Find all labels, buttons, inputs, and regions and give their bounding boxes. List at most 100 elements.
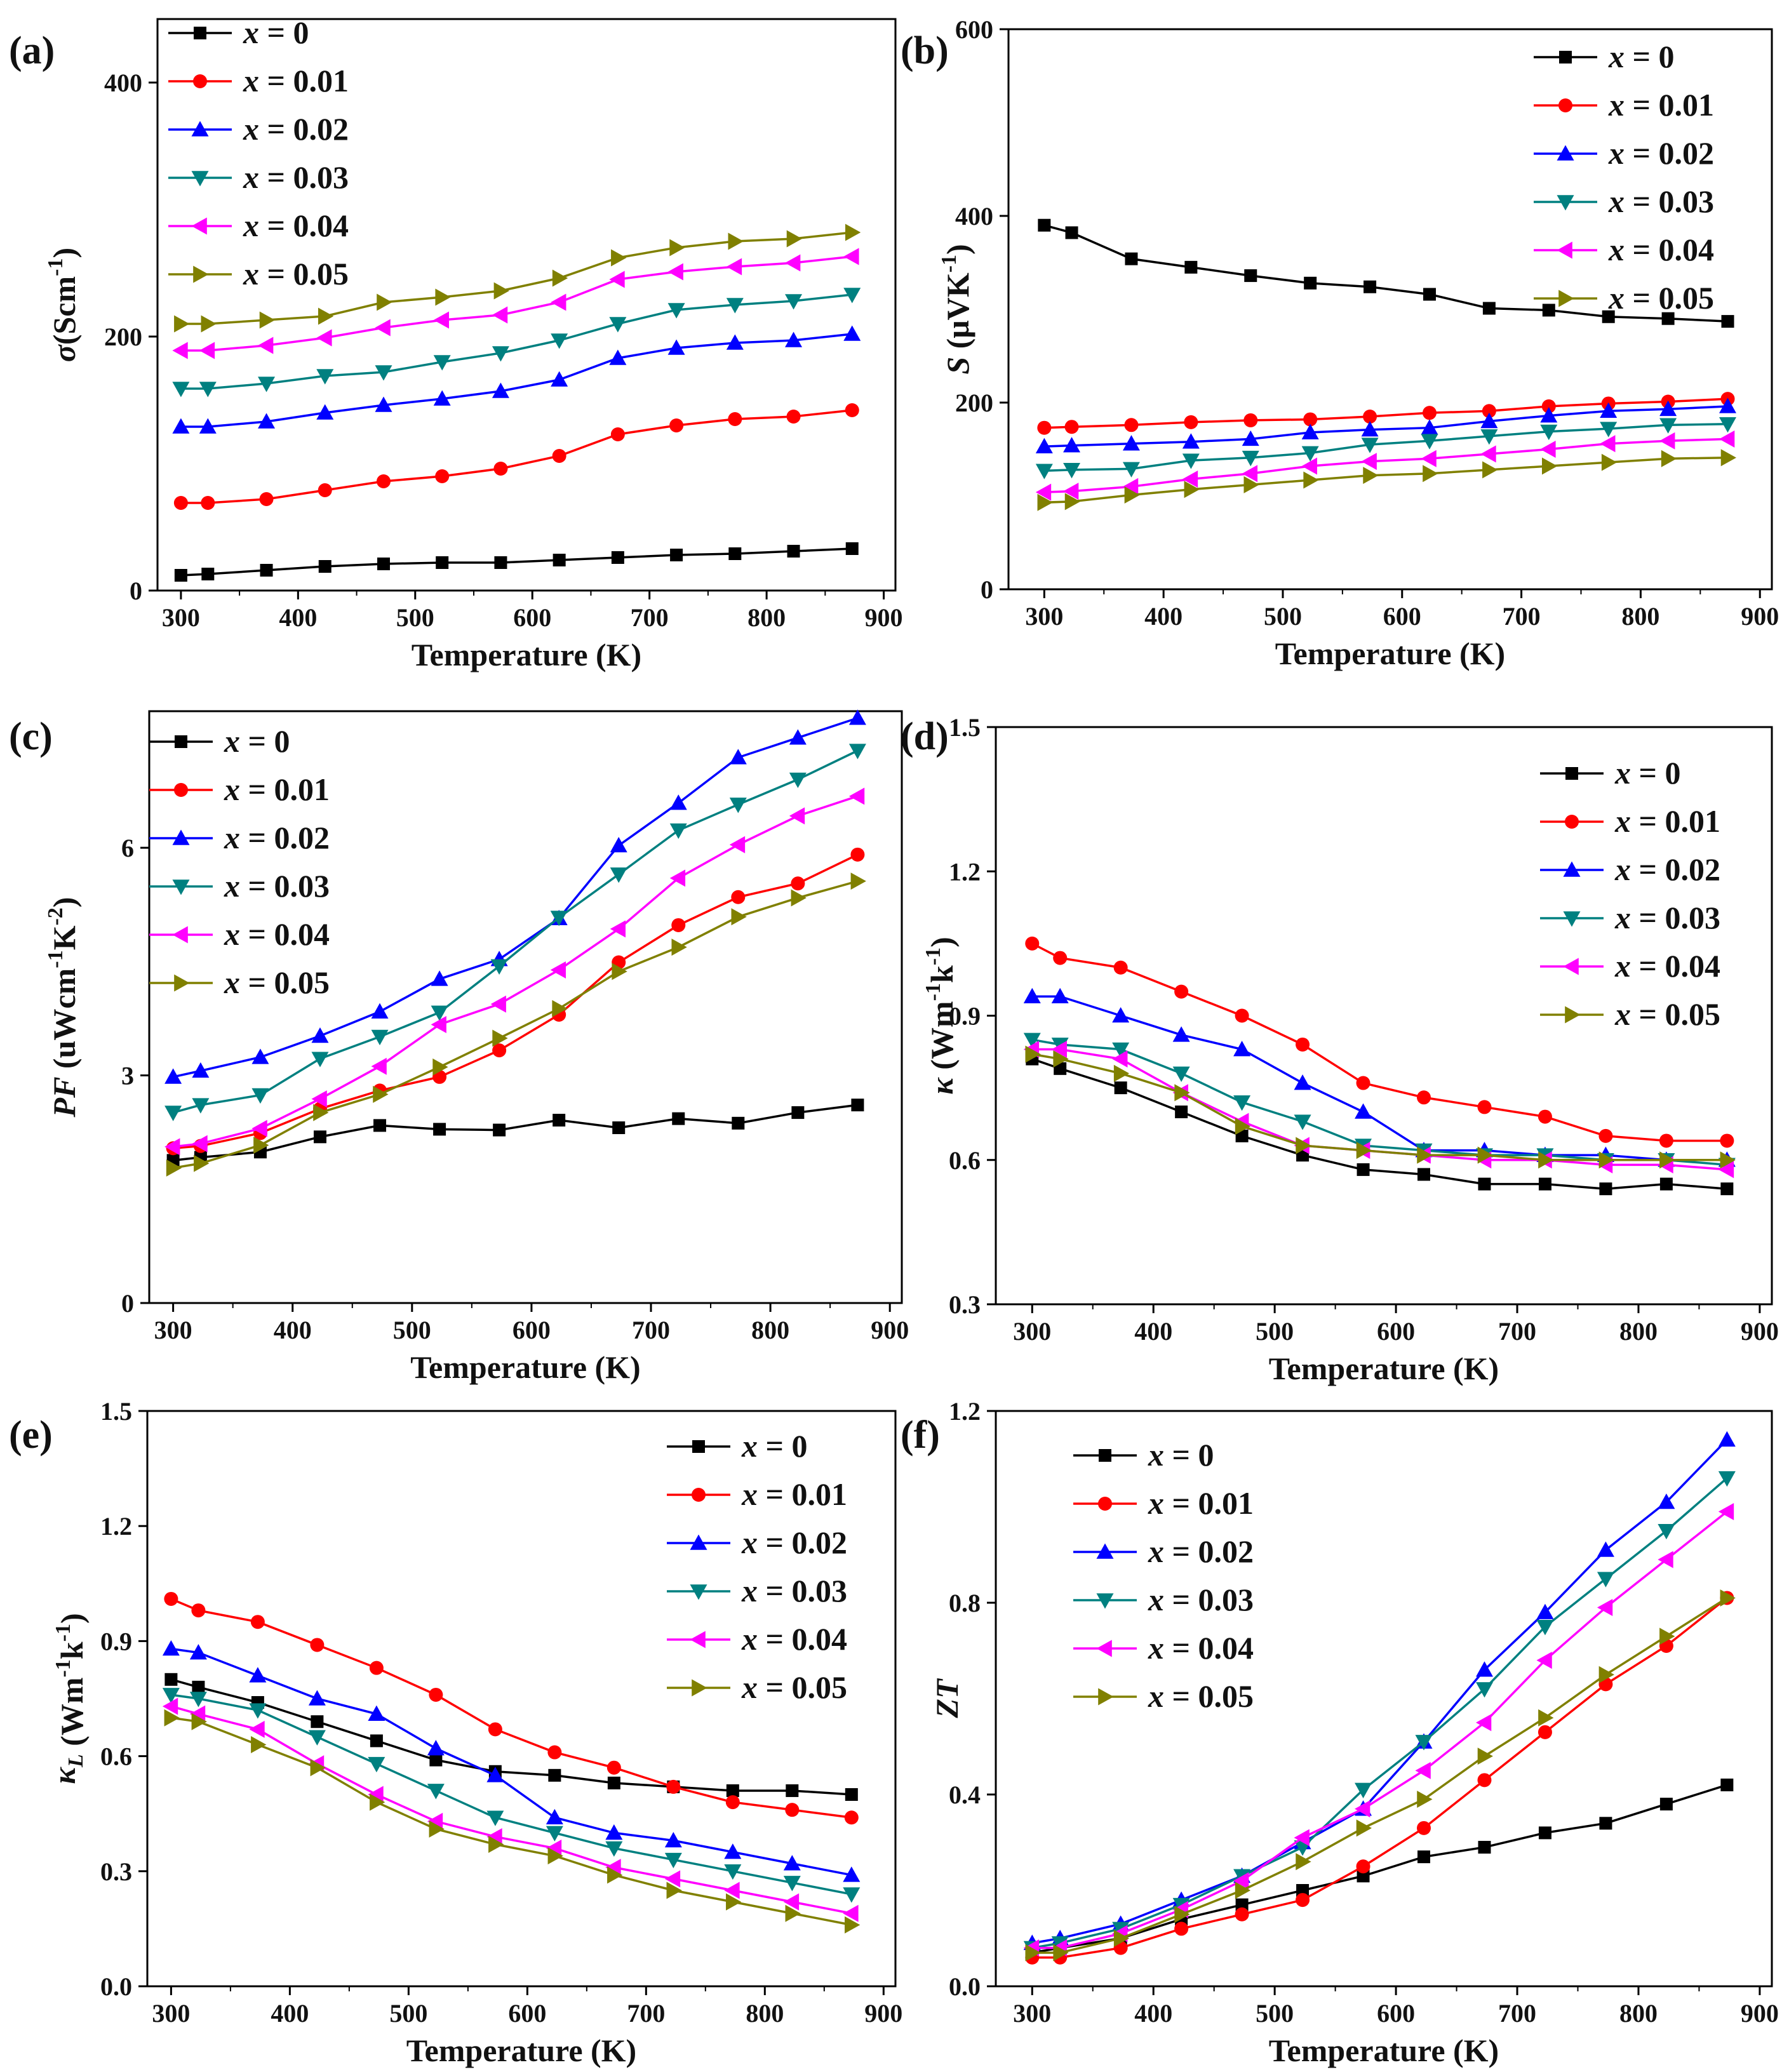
data-point (843, 325, 861, 341)
series-line (180, 547, 852, 577)
data-point (258, 413, 276, 429)
series-line (1044, 405, 1728, 448)
data-point (493, 462, 508, 476)
y-axis-superscript: -1 (44, 950, 67, 968)
x-tick-label: 600 (1377, 1317, 1415, 1346)
data-point (1538, 1177, 1551, 1191)
data-point (318, 560, 332, 573)
data-point (1558, 98, 1572, 112)
plot-frame (146, 1410, 897, 1988)
y-axis-title: σ(Scm-1) (44, 248, 82, 362)
legend-label: x = 0.04 (1614, 948, 1720, 984)
data-point (492, 306, 508, 324)
legend-label: x = 0 (243, 15, 309, 50)
data-point (486, 1810, 504, 1826)
legend-variable: x (1614, 803, 1631, 839)
data-point (1478, 1177, 1491, 1191)
data-point (1112, 1050, 1128, 1068)
legend-variable: x (224, 916, 240, 952)
data-point (1304, 276, 1317, 290)
legend-label: x = 0.02 (224, 820, 330, 855)
data-point (492, 1043, 507, 1058)
data-point (605, 1824, 623, 1840)
legend-value: = 0 (259, 15, 309, 50)
legend-variable: x (1148, 1630, 1164, 1666)
x-tick-label: 300 (1013, 1999, 1051, 2028)
legend-variable: x (1608, 280, 1625, 316)
data-point (552, 269, 568, 287)
data-point (375, 396, 392, 412)
data-point (553, 554, 566, 566)
data-point (251, 1735, 267, 1753)
data-point (843, 248, 859, 265)
data-point (731, 890, 746, 904)
data-point (690, 1631, 706, 1648)
x-tick-label: 900 (864, 1999, 902, 2028)
legend-label: x = 0.05 (1608, 280, 1714, 316)
data-point (435, 288, 451, 306)
legend-value: = 0.02 (1631, 852, 1720, 887)
series-line (170, 1705, 852, 1915)
y-tick-label: 0.3 (949, 1290, 981, 1319)
data-point (725, 1795, 740, 1810)
legend-label: x = 0.04 (1608, 232, 1714, 267)
data-point (785, 331, 803, 347)
legend-variable: x (243, 256, 259, 291)
data-point (1242, 465, 1258, 483)
y-tick-label: 1.5 (949, 713, 981, 742)
data-point (433, 390, 451, 406)
x-tick-label: 800 (751, 1316, 789, 1344)
x-tick-label: 800 (746, 1999, 784, 2028)
data-point (1422, 406, 1437, 420)
data-point (1599, 1182, 1612, 1196)
x-tick-label: 700 (1503, 602, 1541, 631)
data-point (1064, 493, 1081, 511)
legend-label: x = 0.01 (1608, 87, 1714, 123)
data-point (1098, 1688, 1114, 1706)
y-axis-unit-close: ) (46, 248, 82, 258)
data-point (492, 346, 509, 362)
x-axis-title: Temperature (K) (412, 637, 641, 672)
data-point (1557, 145, 1574, 161)
data-point (1172, 1026, 1190, 1042)
data-point (1096, 1593, 1114, 1609)
legend-variable: x (1614, 996, 1631, 1032)
y-axis-unit: (uWcm (46, 968, 82, 1077)
data-point (1064, 420, 1079, 434)
data-point (552, 999, 568, 1017)
data-point (729, 836, 746, 853)
data-point (172, 342, 188, 359)
y-tick-label: 0.9 (949, 1002, 981, 1031)
legend-variable: x (741, 1669, 758, 1705)
data-point (1184, 481, 1200, 498)
legend-label: x = 0.05 (741, 1669, 847, 1705)
data-point (843, 1904, 859, 1922)
data-point (1363, 410, 1377, 424)
y-axis-unit-close: ) (54, 1613, 90, 1624)
series-line (180, 333, 852, 428)
data-point (316, 404, 334, 420)
data-point (1659, 1628, 1675, 1645)
data-point (610, 920, 626, 938)
data-point (1301, 446, 1319, 462)
data-point (164, 1591, 178, 1606)
legend-value: = 0.01 (1164, 1485, 1254, 1521)
x-tick-label: 600 (513, 603, 551, 632)
data-point (1661, 312, 1675, 325)
x-tick-label: 400 (274, 1316, 312, 1344)
legend-label: x = 0.03 (224, 868, 330, 904)
y-axis-superscript: -1 (44, 258, 67, 276)
data-point (786, 230, 803, 248)
data-point (1540, 407, 1558, 423)
data-point (494, 556, 507, 569)
data-point (1421, 434, 1438, 450)
data-point (1718, 1471, 1736, 1487)
data-point (1659, 400, 1677, 417)
data-point (546, 1808, 563, 1825)
data-point (369, 1661, 384, 1675)
data-point (843, 1887, 861, 1903)
data-point (1598, 1128, 1613, 1143)
data-point (433, 1123, 446, 1136)
data-point (607, 1776, 620, 1789)
y-axis-superscript-2: -1 (921, 947, 945, 965)
